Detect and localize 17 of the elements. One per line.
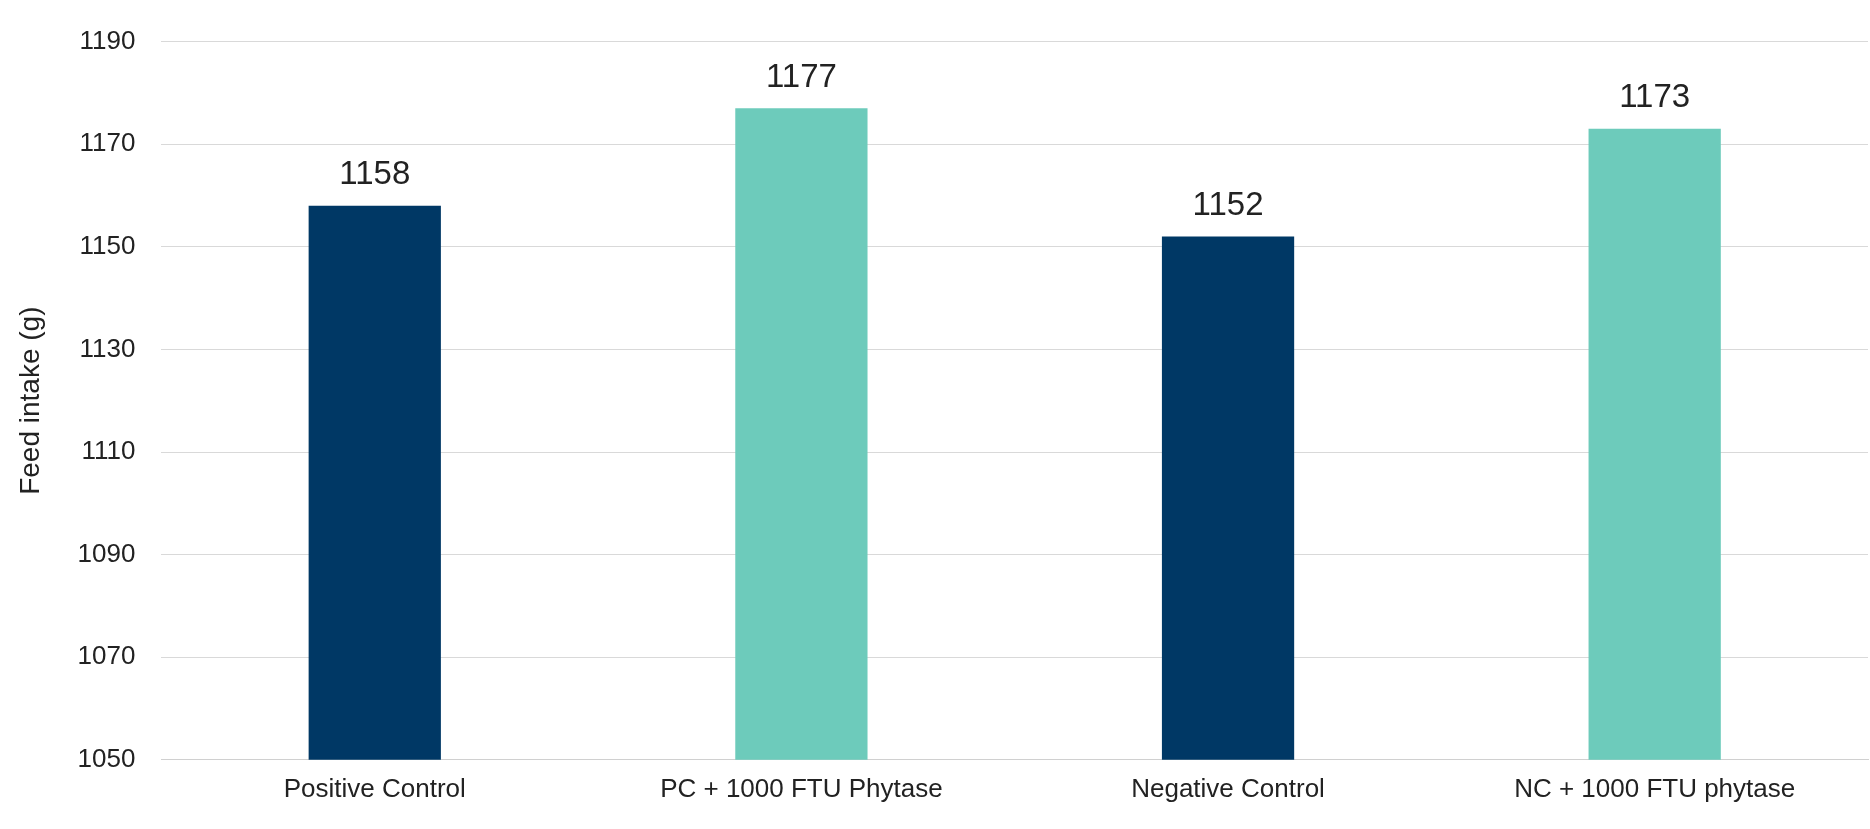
y-tick-label: 1050 — [77, 742, 136, 773]
y-tick-label: 1130 — [79, 332, 136, 363]
data-label: 1177 — [765, 56, 837, 94]
y-tick-label: 1190 — [79, 24, 136, 55]
x-tick-label: Positive Control — [283, 772, 466, 803]
y-axis-title: Feed intake (g) — [13, 306, 45, 495]
y-tick-label: 1090 — [77, 537, 136, 568]
y-tick-label: 1110 — [81, 435, 136, 466]
data-label: 1158 — [339, 154, 411, 192]
data-label: 1173 — [1619, 77, 1691, 115]
x-tick-label: NC + 1000 FTU phytase — [1514, 772, 1796, 803]
x-tick-label: PC + 1000 FTU Phytase — [660, 772, 943, 803]
data-label: 1152 — [1192, 185, 1264, 223]
y-tick-label: 1070 — [77, 640, 136, 671]
x-tick-label: Negative Control — [1131, 772, 1325, 803]
y-tick-label: 1150 — [79, 229, 136, 260]
y-tick-label: 1170 — [79, 127, 136, 158]
